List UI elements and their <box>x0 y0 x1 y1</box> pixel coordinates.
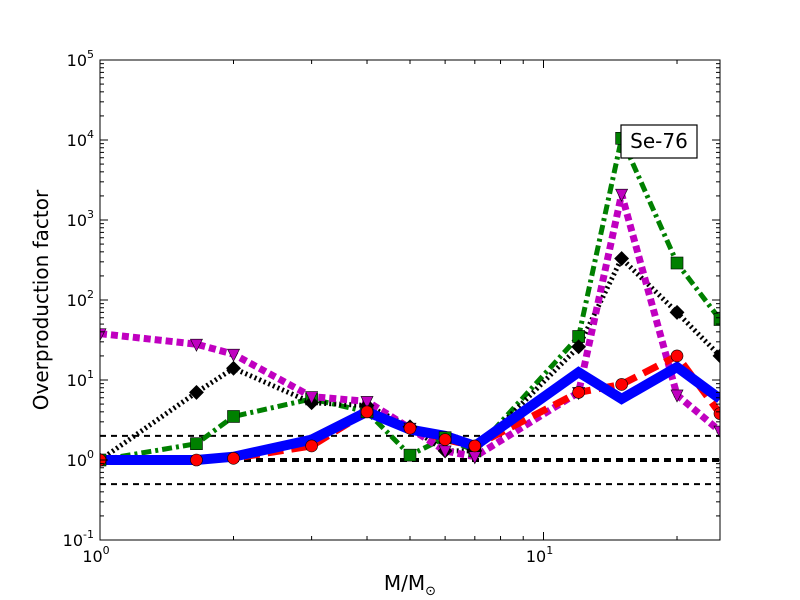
data-point-triangle <box>670 389 684 403</box>
series-line <box>100 193 720 461</box>
x-tick-label: 100 <box>82 544 109 566</box>
x-tick-label: 101 <box>526 544 553 566</box>
data-point-diamond <box>571 339 587 355</box>
axis-ticks <box>99 59 720 541</box>
y-tick-label: 102 <box>67 288 94 310</box>
x-axis-label: M/M⊙ <box>384 571 436 599</box>
y-axis-label: Overproduction factor <box>29 189 53 410</box>
y-tick-label: 10-1 <box>63 528 94 550</box>
data-point-triangle <box>305 391 319 405</box>
y-tick-label: 104 <box>67 128 94 150</box>
data-point-circle <box>360 405 374 419</box>
data-point-diamond <box>189 384 204 400</box>
annotation-box: Se-76 <box>620 124 698 159</box>
annotation-label: Se-76 <box>630 129 688 153</box>
y-tick-label: 103 <box>67 208 94 230</box>
data-point-circle <box>572 386 585 399</box>
data-point-square <box>190 437 203 450</box>
data-point-square <box>227 410 240 423</box>
data-point-circle <box>468 439 482 453</box>
data-point-circle <box>438 433 452 446</box>
data-point-triangle <box>227 348 240 362</box>
data-point-circle <box>615 378 628 391</box>
data-point-diamond <box>226 360 241 376</box>
data-point-diamond <box>669 304 685 320</box>
series-line <box>100 254 720 463</box>
data-point-square <box>713 313 720 326</box>
data-point-diamond <box>614 251 630 266</box>
data-point-triangle <box>615 188 629 202</box>
data-point-circle <box>403 421 417 435</box>
data-point-triangle <box>360 396 374 410</box>
series-markers <box>100 132 720 468</box>
data-point-triangle <box>713 425 720 439</box>
y-tick-label: 105 <box>67 48 94 70</box>
data-point-circle <box>670 349 684 363</box>
data-point-circle <box>190 453 203 467</box>
data-point-circle <box>305 439 318 453</box>
data-point-triangle <box>438 445 452 459</box>
data-point-square <box>403 448 417 462</box>
data-point-circle <box>227 452 240 465</box>
data-point-square <box>670 256 684 270</box>
series-line <box>100 130 720 463</box>
data-point-circle <box>713 407 720 420</box>
y-tick-label: 100 <box>67 448 94 470</box>
data-point-triangle <box>189 338 203 352</box>
y-tick-label: 101 <box>67 368 94 390</box>
